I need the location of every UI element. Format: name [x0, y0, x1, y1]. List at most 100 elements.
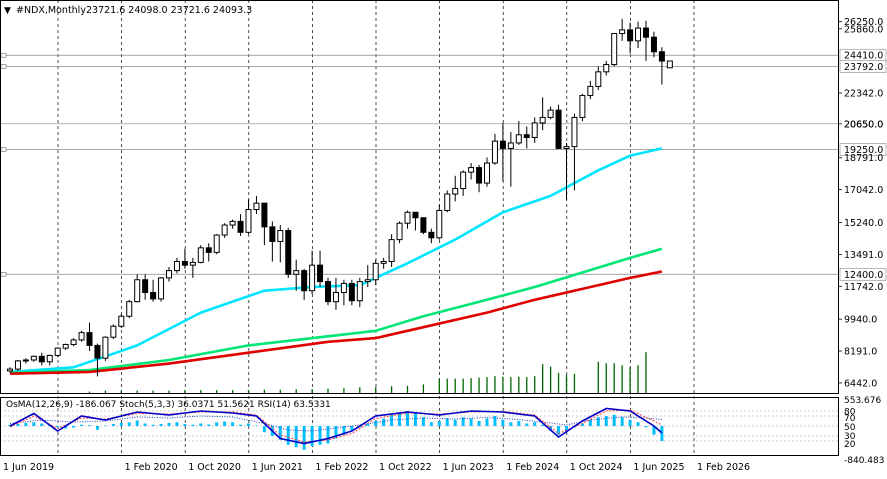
horizontal-level-label: 20650.0 — [844, 119, 883, 130]
time-axis-label: 1 Jun 2021 — [252, 462, 303, 473]
time-axis-label: 1 Feb 2026 — [697, 462, 750, 473]
horizontal-level-handle[interactable] — [0, 64, 7, 69]
candle-body — [515, 134, 522, 144]
candle-body — [189, 261, 196, 266]
candle-body — [372, 262, 379, 281]
candle — [348, 279, 355, 306]
candle-body — [635, 27, 642, 42]
candle — [142, 274, 149, 300]
candle — [293, 259, 300, 291]
candle — [547, 106, 554, 120]
candle — [325, 277, 331, 306]
candle — [150, 279, 157, 302]
candle-body — [380, 261, 387, 264]
price-axis-label: 25860.0 — [844, 24, 883, 35]
candle-body — [428, 231, 435, 239]
horizontal-level-handle[interactable] — [0, 147, 7, 152]
candle — [484, 157, 490, 187]
candle — [523, 126, 530, 149]
candle-body — [444, 193, 451, 211]
symbol-timeframe-label: #NDX,Monthly — [16, 5, 86, 16]
oscillator-axis-label: 30 — [844, 432, 856, 442]
candle-body — [348, 282, 355, 302]
candle-body — [22, 359, 29, 362]
candle-body — [587, 85, 594, 97]
candle-body — [468, 167, 475, 173]
candle-body — [491, 140, 498, 164]
candle-body — [253, 202, 260, 211]
candle — [205, 243, 212, 262]
oscillator-axis-label: -840.483 — [844, 456, 884, 466]
candle — [340, 279, 347, 306]
price-axis-label: 8191.0 — [844, 347, 877, 358]
candle — [14, 359, 21, 371]
candle — [245, 199, 252, 235]
candle-body — [285, 230, 292, 275]
candle — [7, 367, 13, 373]
horizontal-level-handle[interactable] — [0, 52, 7, 58]
candle — [627, 22, 634, 54]
candle-body — [666, 60, 673, 69]
volume-layer — [88, 352, 647, 393]
candle-body — [484, 162, 490, 184]
candle — [364, 265, 371, 288]
candle-body — [38, 355, 45, 363]
moving-average-line — [9, 147, 663, 374]
candle — [595, 66, 602, 91]
candle — [666, 60, 673, 69]
candle — [603, 60, 610, 76]
candle — [396, 221, 403, 244]
candle-body — [340, 282, 347, 294]
candle-body — [126, 301, 133, 317]
moving-averages-layer — [9, 147, 663, 375]
moving-average-line — [9, 247, 663, 375]
candle — [261, 202, 268, 246]
candle — [30, 355, 37, 362]
candle-body — [507, 142, 514, 149]
candle — [38, 352, 45, 366]
candle-body — [603, 64, 610, 73]
oscillator-axis-label: 50 — [844, 423, 856, 433]
candle — [22, 358, 29, 364]
candle-body — [142, 279, 149, 294]
time-axis-label: 1 Oct 2020 — [188, 462, 241, 473]
horizontal-level-handle[interactable] — [0, 271, 7, 277]
candle — [635, 21, 642, 49]
time-axis-label: 1 Jun 2019 — [3, 462, 54, 473]
candle-body — [261, 202, 268, 228]
candle-body — [245, 209, 252, 233]
candle-body — [611, 33, 618, 66]
candle-body — [579, 95, 586, 118]
candle-body — [7, 368, 13, 372]
candle-body — [452, 188, 459, 195]
price-axis-label: 26250.0 — [844, 17, 883, 28]
candle — [611, 33, 618, 67]
candle — [62, 343, 69, 350]
price-axis-label: 6442.0 — [844, 378, 877, 389]
price-axis-label: 11742.0 — [844, 282, 883, 293]
candle — [444, 190, 451, 213]
chart-menu-arrow[interactable]: ▼ — [4, 6, 11, 16]
candle-body — [476, 167, 483, 184]
candle-body — [619, 29, 626, 35]
time-axis-label: 1 Jun 2023 — [443, 462, 494, 473]
candle-body — [499, 140, 506, 149]
oscillator-axis-label: 553.676 — [844, 396, 881, 406]
candle-body — [332, 292, 339, 303]
candle-body — [134, 279, 141, 303]
candle — [126, 299, 133, 319]
candle-body — [627, 29, 634, 42]
oscillator-axis-label: 70 — [844, 414, 856, 424]
candle — [301, 268, 308, 300]
candle-body — [54, 347, 61, 356]
candle-body — [571, 116, 578, 148]
candles-layer — [7, 18, 673, 377]
horizontal-level-label: 19250.0 — [844, 145, 883, 156]
candle-body — [325, 281, 331, 303]
candle-body — [229, 220, 236, 226]
candle-body — [94, 344, 101, 359]
